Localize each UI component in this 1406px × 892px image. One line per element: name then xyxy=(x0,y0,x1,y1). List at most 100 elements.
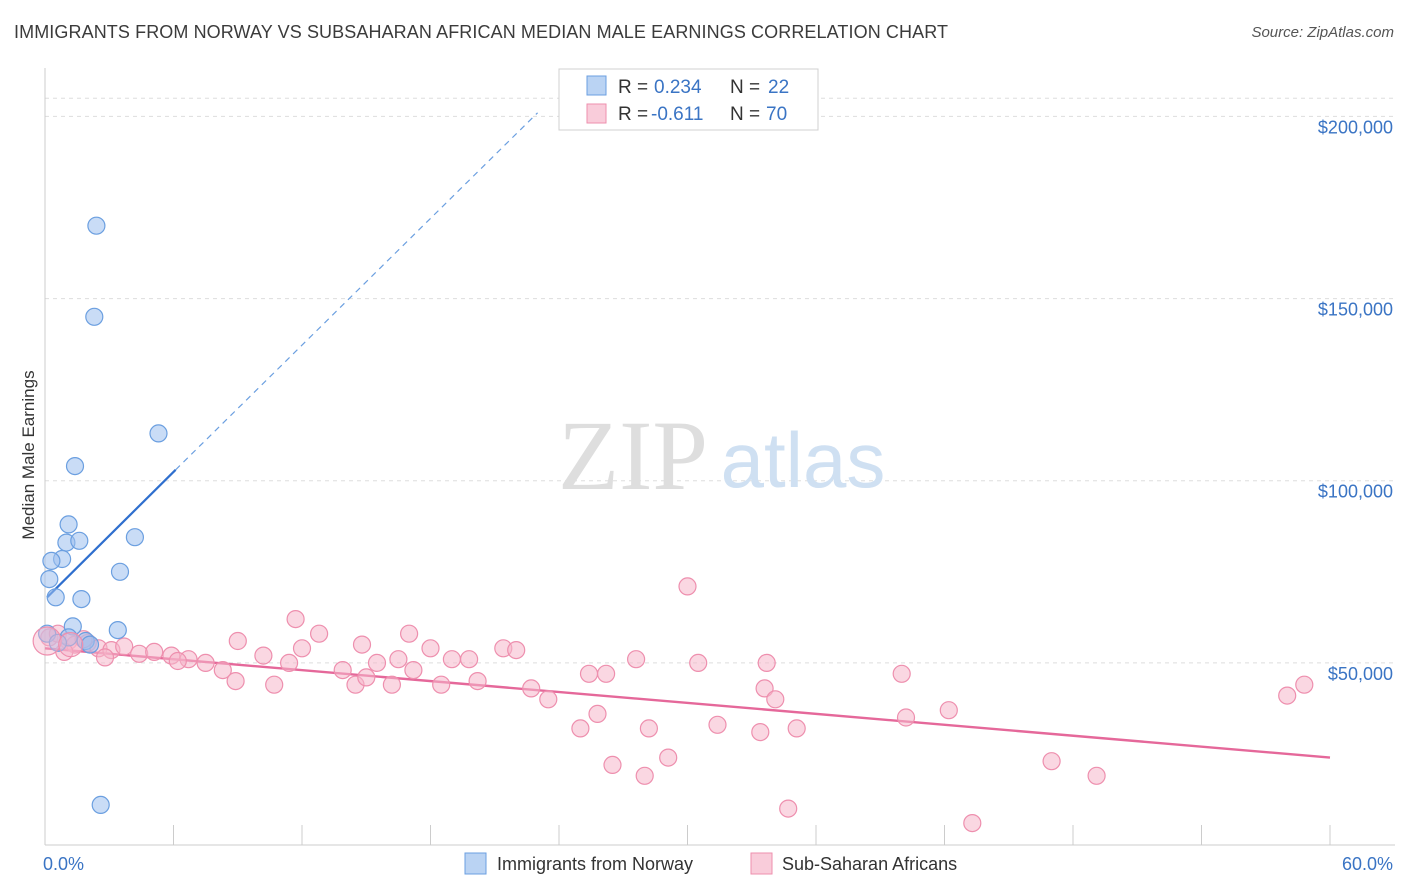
point-norway-2 xyxy=(149,424,168,443)
point-subsaharan-34 xyxy=(468,671,487,691)
point-subsaharan-57 xyxy=(892,664,911,683)
point-norway-6 xyxy=(70,531,89,550)
point-subsaharan-38 xyxy=(539,690,558,709)
point-subsaharan-49 xyxy=(689,653,708,673)
chart-source: Source: ZipAtlas.com xyxy=(1251,24,1394,41)
point-norway-7 xyxy=(125,528,144,547)
point-norway-21 xyxy=(91,795,110,815)
legend-n-label-blue: N = xyxy=(730,77,760,98)
legend-r-label-pink: R = xyxy=(618,104,648,125)
point-subsaharan-69 xyxy=(357,668,376,687)
point-subsaharan-29 xyxy=(400,624,419,643)
trend-line-norway xyxy=(46,469,177,599)
legend-n-value-pink: 70 xyxy=(766,104,787,125)
point-subsaharan-54 xyxy=(766,690,785,709)
point-subsaharan-17 xyxy=(265,675,284,694)
point-cluster-near-origin-pink xyxy=(58,632,84,658)
point-norway-12 xyxy=(46,588,65,607)
point-subsaharan-50 xyxy=(708,715,727,734)
legend-n-value-blue: 22 xyxy=(768,77,789,98)
point-subsaharan-68 xyxy=(168,651,187,671)
point-subsaharan-26 xyxy=(389,650,408,669)
point-subsaharan-43 xyxy=(603,755,622,775)
points-layer xyxy=(32,216,1314,833)
point-subsaharan-58 xyxy=(896,708,916,727)
grid-layer xyxy=(45,97,1395,664)
point-cluster-origin-pink xyxy=(32,626,62,656)
point-subsaharan-15 xyxy=(228,631,247,651)
point-subsaharan-18 xyxy=(280,653,299,673)
point-subsaharan-31 xyxy=(432,675,451,694)
point-subsaharan-55 xyxy=(779,799,798,818)
point-subsaharan-61 xyxy=(1042,752,1061,771)
legend-swatch-pink xyxy=(586,103,607,124)
y-tick-labels: $50,000 $100,000 $150,000 $200,000 xyxy=(1318,117,1393,683)
point-subsaharan-25 xyxy=(367,653,387,673)
watermark: ZIP atlas xyxy=(558,400,885,511)
x-tick-label-max: 60.0% xyxy=(1342,854,1393,874)
y-tick-label-1: $100,000 xyxy=(1318,482,1393,502)
axes-layer xyxy=(44,68,1395,846)
bottom-legend-swatch-blue xyxy=(464,852,487,875)
point-subsaharan-53 xyxy=(757,653,776,673)
bottom-legend-label-pink: Sub-Saharan Africans xyxy=(782,854,957,874)
legend-r-value-pink: -0.611 xyxy=(651,104,703,125)
bottom-legend-label-blue: Immigrants from Norway xyxy=(497,854,693,874)
bottom-legend: Immigrants from Norway Sub-Saharan Afric… xyxy=(464,852,957,875)
legend-r-value-blue: 0.234 xyxy=(654,77,702,98)
point-subsaharan-16 xyxy=(254,646,273,665)
point-subsaharan-20 xyxy=(286,609,305,629)
point-norway-4 xyxy=(59,515,78,534)
point-subsaharan-62 xyxy=(1087,766,1106,785)
x-tick-labels: 0.0% 60.0% xyxy=(43,854,1393,874)
point-subsaharan-37 xyxy=(522,679,541,698)
point-subsaharan-33 xyxy=(460,650,479,669)
watermark-zip: ZIP xyxy=(558,400,708,511)
point-subsaharan-46 xyxy=(639,719,659,738)
point-subsaharan-42 xyxy=(596,664,616,683)
point-norway-0 xyxy=(87,216,106,235)
point-subsaharan-59 xyxy=(939,701,958,720)
y-axis-title: Median Male Earnings xyxy=(19,370,38,539)
watermark-atlas: atlas xyxy=(721,416,886,504)
chart-title: IMMIGRANTS FROM NORWAY VS SUBSAHARAN AFR… xyxy=(14,22,949,42)
legend-n-label-pink: N = xyxy=(730,104,760,125)
point-norway-19 xyxy=(48,633,68,652)
point-subsaharan-64 xyxy=(1295,675,1314,694)
point-norway-13 xyxy=(72,589,91,609)
point-subsaharan-48 xyxy=(678,577,697,596)
point-subsaharan-60 xyxy=(963,813,982,833)
point-norway-10 xyxy=(110,562,130,581)
point-subsaharan-45 xyxy=(635,766,654,785)
point-norway-3 xyxy=(65,457,85,476)
point-subsaharan-56 xyxy=(787,719,806,738)
point-subsaharan-39 xyxy=(579,664,599,683)
point-subsaharan-63 xyxy=(1278,686,1297,705)
bottom-legend-swatch-pink xyxy=(750,852,773,875)
point-subsaharan-7 xyxy=(115,637,134,656)
point-subsaharan-21 xyxy=(310,624,329,643)
point-subsaharan-47 xyxy=(659,748,678,767)
point-subsaharan-44 xyxy=(626,650,646,669)
point-subsaharan-52 xyxy=(755,679,774,698)
x-tick-label-min: 0.0% xyxy=(43,854,84,874)
legend-r-label-blue: R = xyxy=(618,77,648,98)
legend-swatch-blue xyxy=(586,75,607,96)
trend-line-norway-extension xyxy=(175,112,539,471)
point-subsaharan-13 xyxy=(213,660,232,680)
point-norway-20 xyxy=(80,635,100,654)
point-norway-11 xyxy=(40,569,59,589)
trend-layer xyxy=(44,112,1331,759)
point-norway-15 xyxy=(108,620,127,640)
point-subsaharan-36 xyxy=(507,640,526,660)
point-subsaharan-12 xyxy=(196,653,215,673)
point-subsaharan-14 xyxy=(226,671,245,691)
point-subsaharan-40 xyxy=(571,719,590,738)
point-subsaharan-28 xyxy=(404,660,423,680)
point-subsaharan-51 xyxy=(751,722,770,742)
point-subsaharan-22 xyxy=(333,660,352,680)
y-tick-label-0: $50,000 xyxy=(1328,664,1393,684)
point-subsaharan-32 xyxy=(442,650,461,669)
trend-line-subsaharan xyxy=(44,647,1331,759)
